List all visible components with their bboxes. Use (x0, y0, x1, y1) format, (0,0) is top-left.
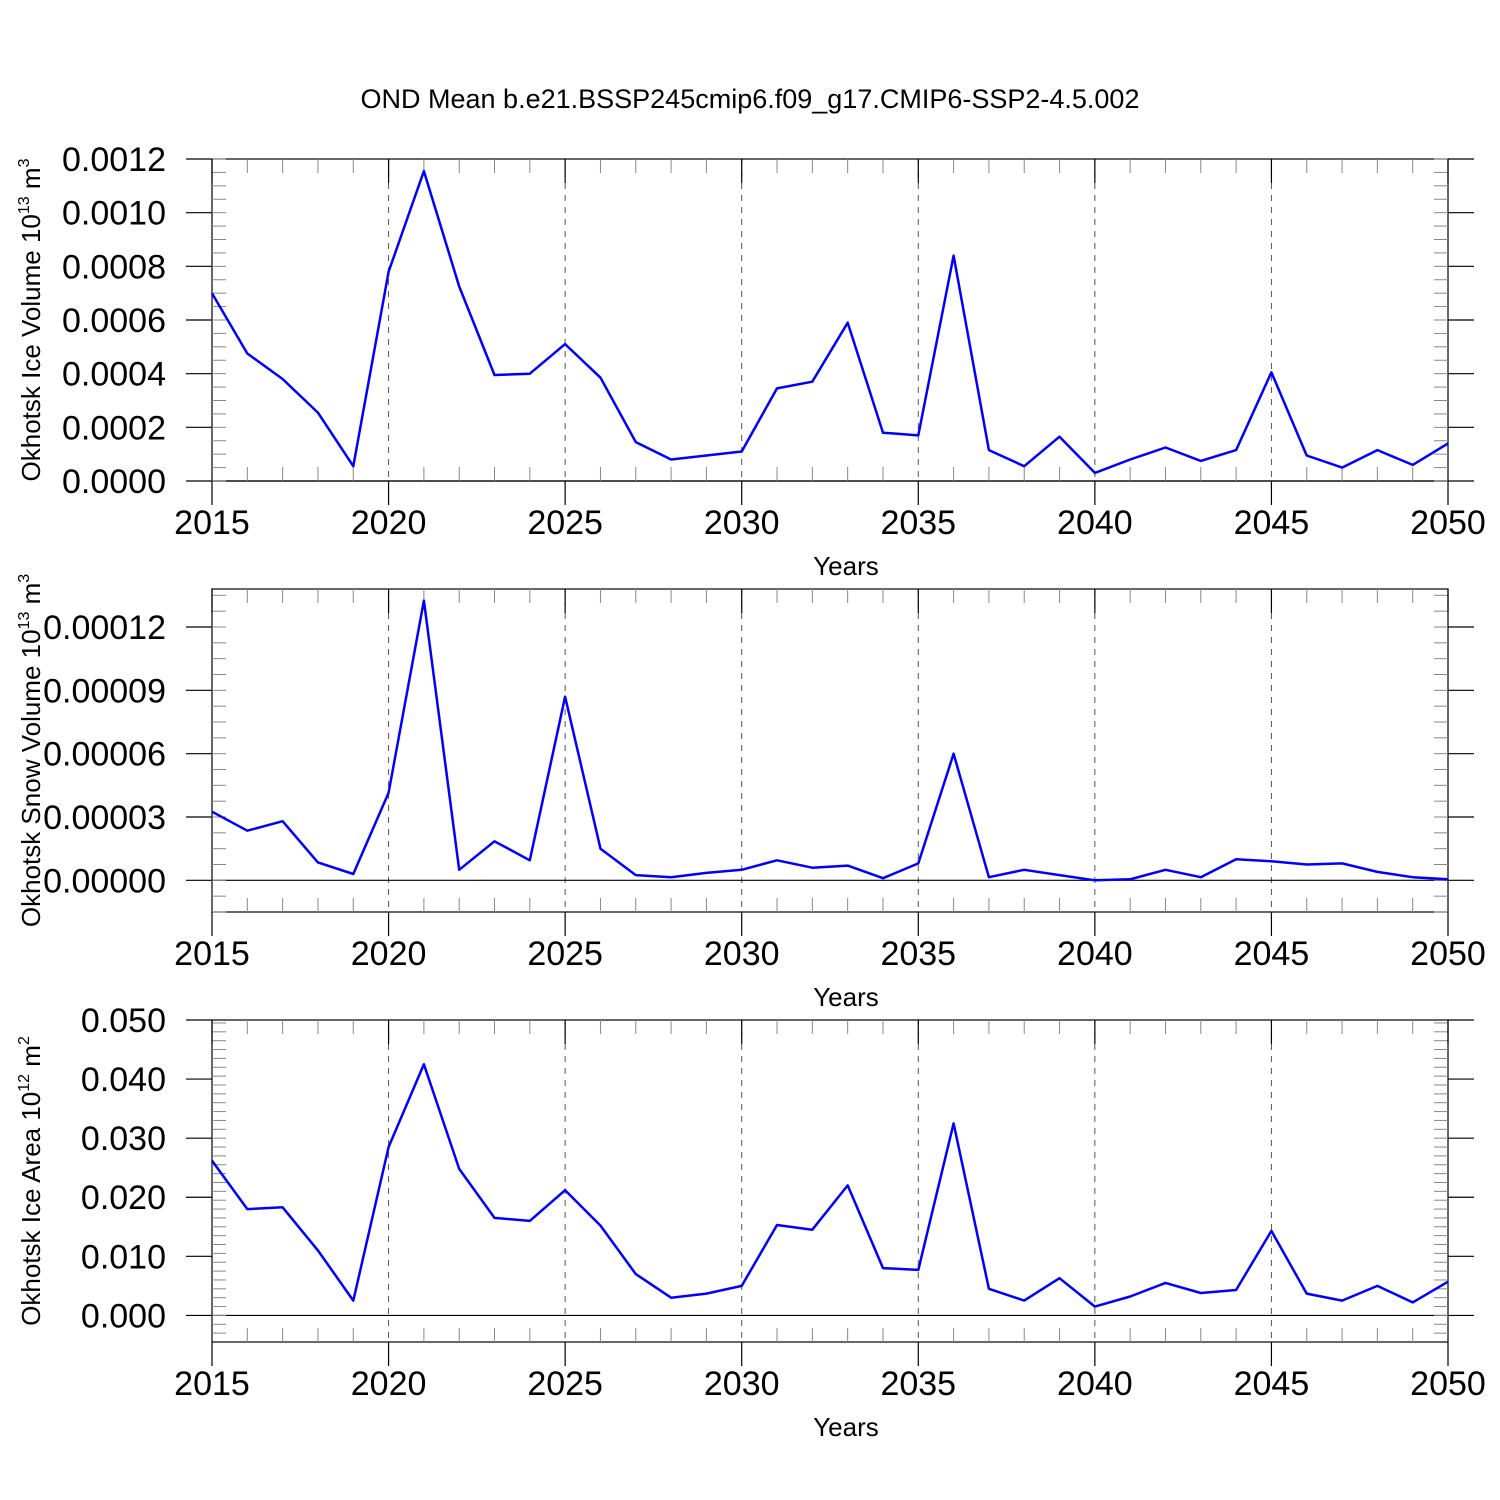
panel-ice-area: 0.000 0.010 0.020 0.030 0.040 0.050 2015 2020 20… (16, 1002, 1486, 1442)
y-tick-label: 0.0002 (62, 409, 166, 447)
y-tick-label: 0.0012 (62, 141, 166, 179)
y-tick-label: 0.00012 (43, 609, 166, 647)
x-tick-label: 2030 (704, 504, 780, 542)
x-tick-label: 2030 (704, 935, 780, 973)
y-tick-label: 0.0000 (62, 463, 166, 501)
y-tick-label: 0.050 (81, 1002, 166, 1040)
snow-volume-frame (211, 588, 1449, 913)
y-tick-label: 0.00000 (43, 862, 166, 900)
x-tick-label: 2015 (174, 504, 250, 542)
y-tick-label: 0.0004 (62, 356, 166, 394)
y-axis-title: Okhotsk Ice Volume 1013 m3 (16, 158, 46, 481)
x-tick-label: 2040 (1057, 1365, 1133, 1403)
x-tick-label: 2035 (880, 504, 956, 542)
y-axis-title: Okhotsk Snow Volume 1013 m3 (16, 574, 46, 927)
x-tick-label: 2050 (1410, 935, 1486, 973)
y-tick-label: 0.020 (81, 1179, 166, 1217)
x-tick-label: 2050 (1410, 1365, 1486, 1403)
y-tick-label: 0.00009 (43, 672, 166, 710)
x-tick-label: 2030 (704, 1365, 780, 1403)
y-tick-label: 0.000 (81, 1297, 166, 1335)
x-tick-label: 2045 (1234, 935, 1310, 973)
y-tick-label: 0.00003 (43, 799, 166, 837)
series-line-ice-volume (210, 169, 1449, 475)
x-tick-label: 2040 (1057, 504, 1133, 542)
x-tick-label: 2040 (1057, 935, 1133, 973)
x-tick-label: 2045 (1234, 504, 1310, 542)
figure-title: OND Mean b.e21.BSSP245cmip6.f09_g17.CMIP… (361, 84, 1140, 114)
x-axis-title: Years (813, 982, 879, 1012)
x-tick-label: 2020 (351, 1365, 427, 1403)
y-axis-title: Okhotsk Ice Area 1012 m2 (16, 1036, 46, 1326)
x-tick-label: 2025 (527, 1365, 603, 1403)
y-tick-label: 0.00006 (43, 736, 166, 774)
y-tick-label: 0.030 (81, 1120, 166, 1158)
y-tick-label: 0.040 (81, 1061, 166, 1099)
panel-ice-volume: 0.0000 0.0002 0.0004 0.0006 0.0008 0.0010 0.00… (16, 141, 1486, 581)
y-tick-label: 0.0010 (62, 195, 166, 233)
x-tick-label: 2045 (1234, 1365, 1310, 1403)
x-tick-label: 2020 (351, 504, 427, 542)
x-tick-label: 2025 (527, 504, 603, 542)
series-line-snow-volume (211, 599, 1449, 882)
y-tick-label: 0.0006 (62, 302, 166, 340)
panel-snow-volume: 0.00000 0.00003 0.00006 0.00009 0.00012 2015 2… (16, 574, 1486, 1012)
y-tick-label: 0.010 (81, 1238, 166, 1276)
x-tick-label: 2015 (174, 1365, 250, 1403)
x-tick-label: 2050 (1410, 504, 1486, 542)
x-tick-label: 2035 (880, 935, 956, 973)
y-tick-label: 0.0008 (62, 248, 166, 286)
x-tick-label: 2015 (174, 935, 250, 973)
series-line-ice-area (210, 1063, 1449, 1308)
x-tick-label: 2035 (880, 1365, 956, 1403)
ice-volume-frame (211, 158, 1449, 482)
x-tick-label: 2020 (351, 935, 427, 973)
x-axis-title: Years (813, 551, 879, 581)
ice-area-frame (211, 1019, 1449, 1343)
x-axis-title: Years (813, 1412, 879, 1442)
x-tick-label: 2025 (527, 935, 603, 973)
